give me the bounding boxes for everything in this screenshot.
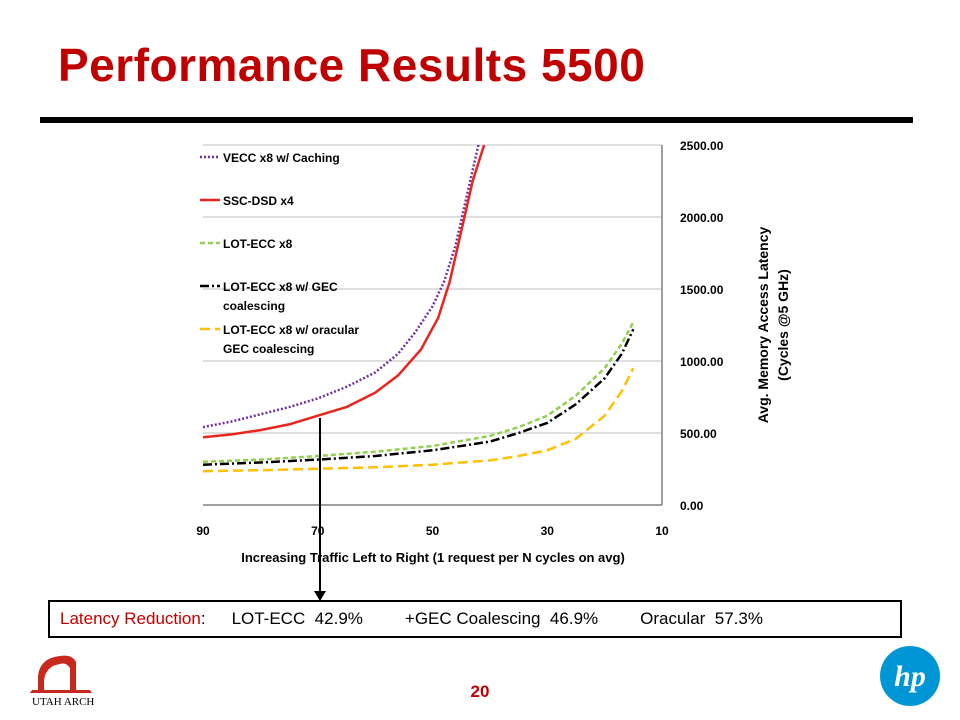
y-tick-label: 500.00 (680, 427, 717, 441)
hp-logo-text: hp (894, 660, 926, 693)
callout-item-lot-ecc: LOT-ECC 42.9% (231, 609, 363, 628)
legend-label-4: LOT-ECC x8 w/ GEC (223, 280, 338, 294)
legend-label-1: VECC x8 w/ Caching (223, 151, 340, 165)
callout-label: Latency Reduction (60, 609, 201, 628)
x-tick-label: 30 (541, 524, 555, 538)
latency-chart: 0.00 500.00 1000.00 1500.00 2000.00 2500.00 90… (196, 139, 791, 600)
series-line-2 (203, 145, 486, 439)
legend-label-4: coalescing (223, 299, 285, 313)
grid-lines (203, 144, 662, 434)
x-axis-label: Increasing Traffic Left to Right (1 requ… (241, 550, 625, 565)
callout-arrow-head (314, 591, 326, 600)
tick-labels: 0.00 500.00 1000.00 1500.00 2000.00 2500.00 90… (196, 139, 723, 538)
hp-logo: hp (878, 644, 942, 713)
series-line-5 (203, 367, 635, 473)
series-line-1 (203, 145, 480, 429)
x-tick-label: 90 (196, 524, 210, 538)
x-tick-label: 50 (426, 524, 440, 538)
series-lines (203, 145, 635, 473)
y-tick-label: 2500.00 (680, 139, 724, 153)
callout-colon: : (200, 609, 206, 628)
legend-label-5: LOT-ECC x8 w/ oracular (223, 323, 359, 337)
callout-item-oracular: Oracular 57.3% (640, 609, 763, 628)
y-axis-label-line2: (Cycles @5 GHz) (775, 269, 791, 381)
y-tick-label: 0.00 (680, 499, 704, 513)
axes (203, 145, 663, 506)
y-axis-label: Avg. Memory Access Latency (Cycles @5 GH… (755, 226, 791, 423)
legend-label-5: GEC coalescing (223, 342, 314, 356)
utah-arch-logo-text: UTAH ARCH (32, 696, 94, 708)
legend: VECC x8 w/ Caching SSC-DSD x4 LOT-ECC x8 LO… (200, 151, 359, 356)
y-tick-label: 1500.00 (680, 283, 724, 297)
x-tick-label: 10 (655, 524, 669, 538)
legend-label-3: LOT-ECC x8 (223, 237, 293, 251)
title-divider (40, 117, 913, 123)
y-tick-label: 1000.00 (680, 355, 724, 369)
latency-reduction-callout: Latency Reduction: LOT-ECC 42.9% +GEC Coal… (48, 600, 902, 638)
x-tick-label: 70 (311, 524, 325, 538)
y-axis-label-line1: Avg. Memory Access Latency (755, 226, 771, 423)
slide-title: Performance Results 5500 (58, 39, 646, 91)
legend-label-2: SSC-DSD x4 (223, 194, 294, 208)
series-line-4 (203, 328, 635, 466)
y-tick-label: 2000.00 (680, 211, 724, 225)
utah-arch-logo: UTAH ARCH (30, 652, 130, 713)
callout-item-gec: +GEC Coalescing 46.9% (404, 609, 599, 628)
series-line-3 (203, 321, 635, 464)
page-number: 20 (470, 682, 490, 701)
